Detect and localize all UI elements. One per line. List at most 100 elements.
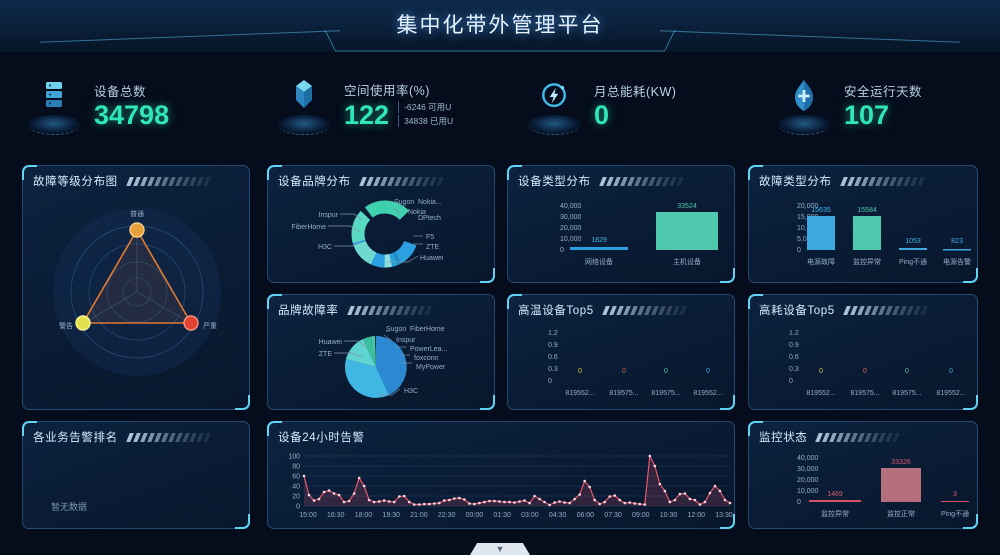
svg-text:监控正常: 监控正常 [887,509,915,518]
svg-text:ZTE: ZTE [426,244,440,251]
lightning-bolt-icon [526,73,582,137]
page-title: 集中化带外管理平台 [396,14,604,37]
svg-text:1053: 1053 [905,238,921,245]
panel-24h-alarm[interactable]: 设备24小时告警 0 20 40 60 80 100 15:00 16:30 18:00 19:… [267,421,735,529]
shield-plus-icon [776,73,832,137]
monitor-status-bar-chart: 40,000 30,000 20,000 10,000 0 1469 33326… [749,448,977,524]
fault-level-radar-chart: 普通 警告 严重 [23,192,249,405]
panel-monitor-status[interactable]: 监控状态 40,000 30,000 20,000 10,000 0 1469 … [748,421,978,529]
panel-title: 各业务告警排名 [33,432,118,444]
svg-text:10,000: 10,000 [797,488,819,495]
svg-text:Inspur: Inspur [396,337,416,344]
kpi-label: 月总能耗(KW) [594,84,677,99]
panel-title: 设备类型分布 [518,176,591,188]
svg-text:FiberHome: FiberHome [291,224,326,231]
header-stripes-decoration [601,305,687,315]
svg-text:Nokia: Nokia [408,209,426,216]
panel-fault-level[interactable]: 故障等级分布图 普 [22,165,250,410]
panel-business-alarm-ranking[interactable]: 各业务告警排名 暂无数据 [22,421,250,529]
svg-text:30,000: 30,000 [560,214,582,221]
panel-title: 设备品牌分布 [278,176,351,188]
business-alarm-body: 暂无数据 [23,448,249,524]
kpi-monthly-energy[interactable]: 月总能耗(KW) 0 [500,52,750,157]
svg-text:1.2: 1.2 [548,330,558,337]
panel-fault-type[interactable]: 故障类型分布 20,000 15,000 10,000 5,000 0 1563… [748,165,978,283]
svg-text:40,000: 40,000 [560,203,582,210]
svg-text:监控异常: 监控异常 [853,257,881,266]
svg-text:0: 0 [949,368,953,375]
panel-header: 各业务告警排名 [33,429,239,445]
svg-text:Nokia...: Nokia... [418,199,442,206]
panel-header: 监控状态 [759,429,967,445]
svg-text:0: 0 [819,368,823,375]
kpi-sub-values: -6246 可用U 34838 已用U [398,101,453,129]
kpi-strip: 设备总数 34798 空间使用率(%) 122 -6246 可用U [0,52,1000,157]
panel-title: 故障类型分布 [759,176,832,188]
kpi-space-usage[interactable]: 空间使用率(%) 122 -6246 可用U 34838 已用U [250,52,500,157]
panel-high-power-top5[interactable]: 高耗设备Top5 1.2 0.9 0.6 0.3 0 0 0 0 0 81955… [748,294,978,410]
panel-title: 故障等级分布图 [33,176,118,188]
kpi-sub-available: -6246 可用U [398,101,453,113]
panel-brand-distribution[interactable]: 设备品牌分布 [267,165,495,283]
svg-text:1469: 1469 [827,491,843,498]
svg-text:电源告警: 电源告警 [943,257,971,266]
svg-text:15584: 15584 [857,207,877,214]
header-stripes-decoration [842,305,928,315]
panel-header: 设备品牌分布 [278,173,484,189]
svg-text:19:30: 19:30 [382,512,400,519]
panel-high-temperature-top5[interactable]: 高温设备Top5 1.2 0.9 0.6 0.3 0 0 0 0 0 81955… [507,294,735,410]
svg-text:22:30: 22:30 [438,512,456,519]
svg-text:严重: 严重 [203,322,217,330]
server-rack-icon [26,73,82,137]
svg-text:819575...: 819575... [850,390,879,397]
panel-brand-fault-rate[interactable]: 品牌故障率 [267,294,495,410]
header-stripes-decoration [358,176,444,186]
svg-text:PowerLea...: PowerLea... [410,346,447,353]
svg-text:0: 0 [789,378,793,385]
kpi-sub-used: 34838 已用U [398,115,453,127]
svg-text:10,000: 10,000 [560,236,582,243]
header-stripes-decoration [598,176,684,186]
panel-grid: 故障等级分布图 普 [0,157,1000,537]
panel-title: 高耗设备Top5 [759,305,835,317]
svg-text:DPtech: DPtech [418,215,441,222]
kpi-label: 安全运行天数 [844,84,923,99]
svg-text:1829: 1829 [591,237,607,244]
svg-text:1.2: 1.2 [789,330,799,337]
header-stripes-decoration [815,432,901,442]
svg-text:0.9: 0.9 [548,342,558,349]
svg-text:01:30: 01:30 [493,512,511,519]
panel-title: 设备24小时告警 [278,432,365,444]
high-power-bar-chart: 1.2 0.9 0.6 0.3 0 0 0 0 0 819552... 8195… [749,321,977,405]
brand-fault-rate-pie-chart: Huawei ZTE Sugon FiberHome Inspur PowerL… [268,321,494,405]
panel-device-type[interactable]: 设备类型分布 40,000 30,000 20,000 10,000 0 182… [507,165,735,283]
panel-header: 故障类型分布 [759,173,967,189]
svg-text:0: 0 [578,368,582,375]
brand-distribution-donut-chart: Inspur FiberHome H3C Sugon Nokia... Noki… [268,192,494,278]
cube-icon [276,73,332,137]
svg-text:F5: F5 [426,234,434,241]
svg-text:3: 3 [953,491,957,498]
svg-text:0.3: 0.3 [548,366,558,373]
svg-text:0: 0 [863,368,867,375]
svg-text:0: 0 [664,368,668,375]
svg-text:819575...: 819575... [651,390,680,397]
panel-header: 品牌故障率 [278,302,484,318]
svg-text:819575...: 819575... [892,390,921,397]
svg-text:FiberHome: FiberHome [410,326,445,333]
svg-text:03:00: 03:00 [521,512,539,519]
kpi-device-total[interactable]: 设备总数 34798 [0,52,250,157]
kpi-safe-days[interactable]: 安全运行天数 107 [750,52,1000,157]
svg-text:foxconn: foxconn [414,355,439,362]
chevron-down-icon: ▼ [495,543,505,554]
svg-text:21:00: 21:00 [410,512,428,519]
svg-text:Inspur: Inspur [319,212,339,219]
svg-text:80: 80 [292,464,300,471]
panel-header: 设备类型分布 [518,173,724,189]
icon-pedestal [528,114,580,135]
collapse-panel-toggle[interactable]: ▼ [470,543,530,555]
kpi-label: 空间使用率(%) [344,84,430,98]
svg-text:100: 100 [288,454,300,461]
svg-text:06:00: 06:00 [577,512,595,519]
panel-header: 高耗设备Top5 [759,302,967,318]
